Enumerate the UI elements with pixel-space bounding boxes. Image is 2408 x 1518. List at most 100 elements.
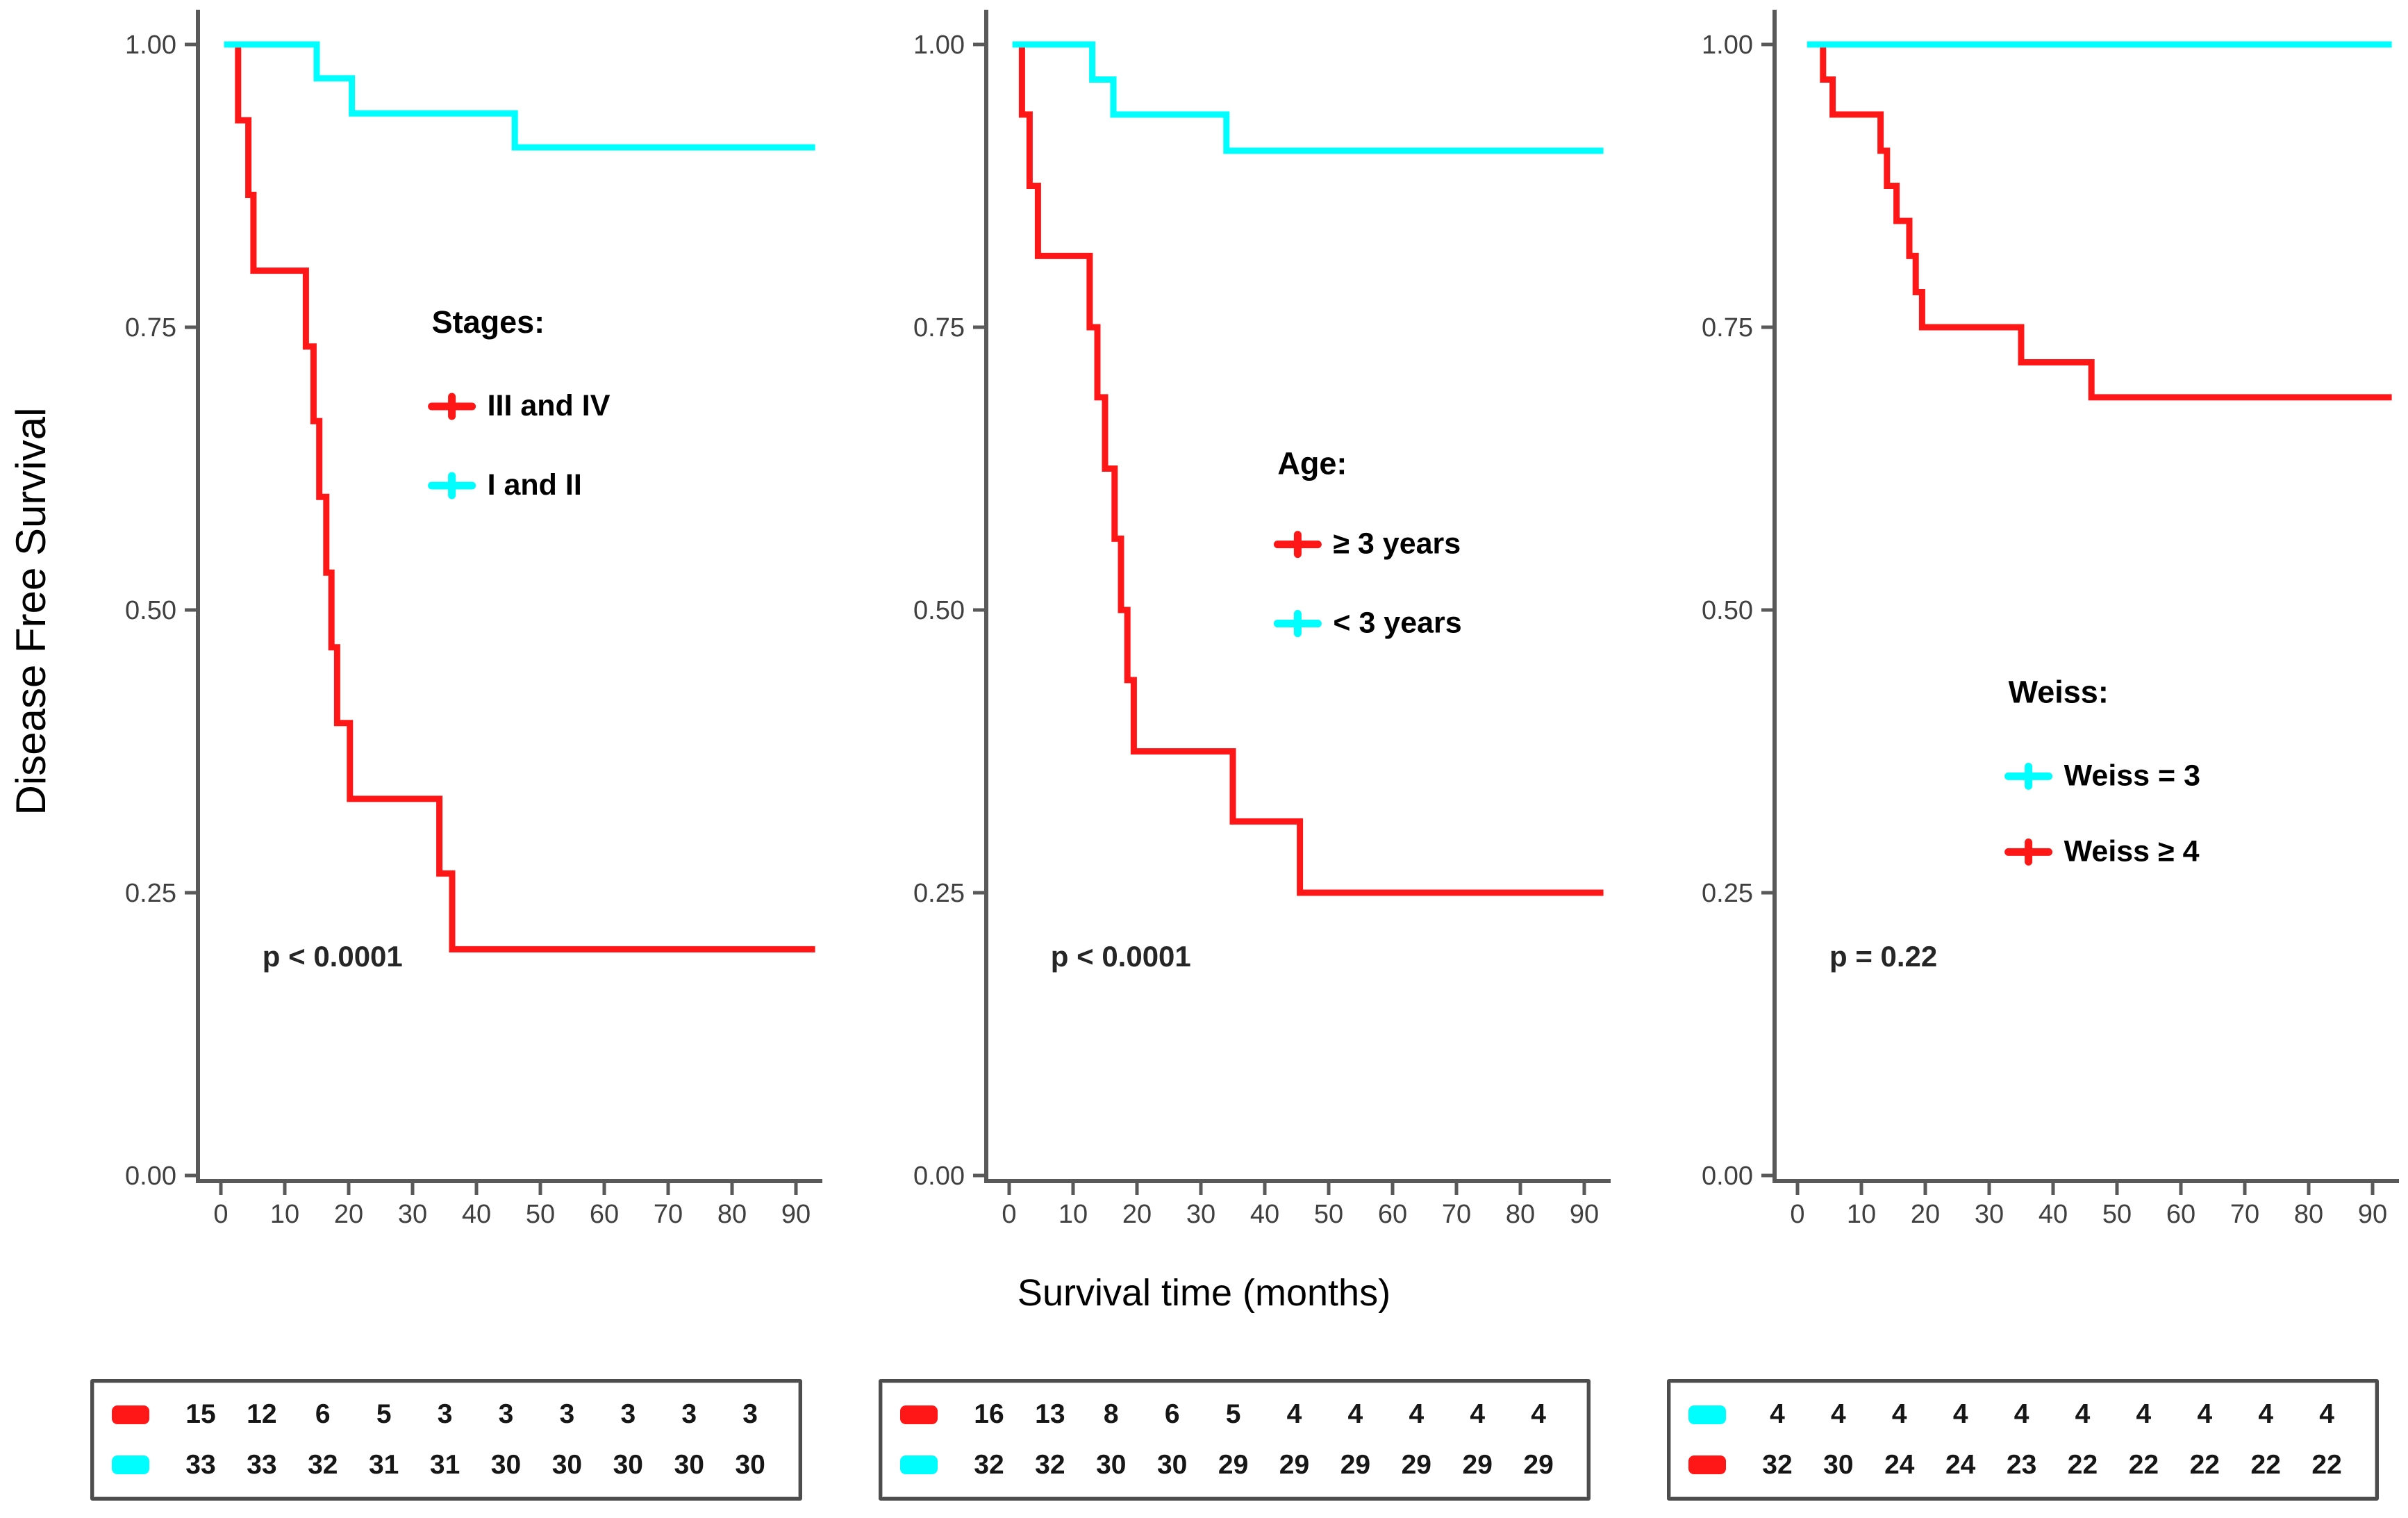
at-risk-count: 30 <box>490 1449 522 1480</box>
series-swatch-cyan <box>900 1455 938 1475</box>
km-panels-row: 1.00 0.75 0.50 0.25 0.00 0 10 20 30 40 50 60 70 80 90 S… <box>42 0 2407 1233</box>
at-risk-count: 4 <box>2258 1399 2274 1430</box>
at-risk-count: 24 <box>1884 1449 1915 1480</box>
risk-table-row: 16 13 8 6 5 4 4 4 4 4 <box>900 1399 1569 1430</box>
at-risk-count: 33 <box>247 1449 277 1480</box>
at-risk-count: 15 <box>185 1399 216 1430</box>
y-tick-label: 0.25 <box>125 879 176 908</box>
y-tick-label: 0.00 <box>1702 1162 1753 1191</box>
at-risk-count: 33 <box>185 1449 216 1480</box>
at-risk-count: 4 <box>2319 1399 2334 1430</box>
risk-table-row: 33 33 32 31 31 30 30 30 30 30 <box>112 1450 781 1480</box>
x-tick-label: 90 <box>1570 1200 1599 1229</box>
km-panel-stages: 1.00 0.75 0.50 0.25 0.00 0 10 20 30 40 50 60 70 80 90 S… <box>125 10 822 1229</box>
at-risk-count: 3 <box>620 1399 636 1430</box>
legend-title: Weiss: <box>2009 674 2109 709</box>
at-risk-count: 4 <box>2136 1399 2152 1430</box>
legend-censor-marker-red <box>1273 531 1322 559</box>
at-risk-count: 3 <box>559 1399 575 1430</box>
legend-censor-marker-red <box>428 393 476 420</box>
at-risk-count: 4 <box>1470 1399 1486 1430</box>
legend-item-label: III and IV <box>488 389 611 422</box>
x-tick-label: 40 <box>2039 1200 2068 1229</box>
at-risk-count: 4 <box>2197 1399 2213 1430</box>
risk-tables-row: 15 12 6 5 3 3 3 3 3 3 33 33 32 31 31 30 30 30 30 30 16 13 8 6 5… <box>42 1379 2407 1501</box>
at-risk-count: 30 <box>613 1449 643 1480</box>
x-tick-label: 20 <box>1911 1200 1940 1229</box>
risk-table-weiss: 4 4 4 4 4 4 4 4 4 4 32 30 24 24 23 22 22 22 22 22 <box>1667 1379 2379 1501</box>
at-risk-count: 3 <box>437 1399 453 1430</box>
at-risk-count: 29 <box>1279 1449 1310 1480</box>
at-risk-count: 3 <box>681 1399 697 1430</box>
at-risk-count: 32 <box>1035 1449 1065 1480</box>
y-tick-label: 1.00 <box>913 31 965 60</box>
x-tick-label: 70 <box>2230 1200 2259 1229</box>
y-tick-label: 0.25 <box>1702 879 1753 908</box>
at-risk-count: 5 <box>376 1399 392 1430</box>
legend-censor-marker-red <box>2004 838 2053 866</box>
at-risk-count: 4 <box>1891 1399 1907 1430</box>
x-tick-label: 50 <box>1314 1200 1343 1229</box>
x-tick-label: 10 <box>1847 1200 1876 1229</box>
x-tick-label: 50 <box>526 1200 555 1229</box>
x-tick-label: 0 <box>1002 1200 1016 1229</box>
x-tick-label: 60 <box>590 1200 619 1229</box>
at-risk-count: 29 <box>1340 1449 1371 1480</box>
x-tick-label: 0 <box>213 1200 228 1229</box>
at-risk-count: 4 <box>2013 1399 2029 1430</box>
at-risk-count: 22 <box>2311 1449 2342 1480</box>
at-risk-count: 29 <box>1523 1449 1554 1480</box>
risk-table-age: 16 13 8 6 5 4 4 4 4 4 32 32 30 30 29 29 29 29 29 29 <box>879 1379 1591 1501</box>
at-risk-count: 29 <box>1218 1449 1249 1480</box>
at-risk-count: 13 <box>1035 1399 1065 1430</box>
at-risk-count: 4 <box>1286 1399 1302 1430</box>
x-tick-label: 30 <box>398 1200 427 1229</box>
series-swatch-red <box>1688 1455 1726 1475</box>
risk-table-col-age: 16 13 8 6 5 4 4 4 4 4 32 32 30 30 29 29 29 29 29 29 <box>830 1379 1618 1501</box>
y-tick-label: 1.00 <box>1702 31 1753 60</box>
x-tick-label: 10 <box>1058 1200 1088 1229</box>
at-risk-count: 30 <box>551 1449 583 1480</box>
risk-table-row: 4 4 4 4 4 4 4 4 4 4 <box>1688 1399 2357 1430</box>
km-curve-cyan <box>1012 41 1604 154</box>
at-risk-count: 6 <box>315 1399 331 1430</box>
y-tick-label: 1.00 <box>125 31 176 60</box>
at-risk-count: 31 <box>429 1449 460 1480</box>
y-tick-label: 0.25 <box>913 879 965 908</box>
legend-title: Stages: <box>432 304 545 340</box>
risk-table-stages: 15 12 6 5 3 3 3 3 3 3 33 33 32 31 31 30 30 30 30 30 <box>90 1379 802 1501</box>
x-tick-label: 40 <box>1250 1200 1279 1229</box>
at-risk-count: 4 <box>1347 1399 1363 1430</box>
at-risk-count: 4 <box>1831 1399 1846 1430</box>
at-risk-count: 4 <box>1409 1399 1425 1430</box>
at-risk-count: 6 <box>1164 1399 1180 1430</box>
legend-item-label: I and II <box>488 468 582 502</box>
at-risk-count: 12 <box>247 1399 277 1430</box>
at-risk-count: 5 <box>1225 1399 1241 1430</box>
at-risk-count: 4 <box>1952 1399 1968 1430</box>
legend-censor-marker-cyan <box>2004 762 2053 790</box>
y-tick-label: 0.50 <box>125 596 176 625</box>
km-panel-age: 1.00 0.75 0.50 0.25 0.00 0 10 20 30 40 50 60 70 80 90 A… <box>913 10 1611 1229</box>
legend-item-label: < 3 years <box>1333 607 1461 640</box>
at-risk-count: 29 <box>1401 1449 1431 1480</box>
y-tick-label: 0.75 <box>1702 313 1753 343</box>
x-tick-label: 60 <box>1378 1200 1407 1229</box>
at-risk-count: 23 <box>2006 1449 2037 1480</box>
x-tick-label: 20 <box>334 1200 363 1229</box>
at-risk-count: 4 <box>2075 1399 2091 1430</box>
risk-table-row: 15 12 6 5 3 3 3 3 3 3 <box>112 1399 781 1430</box>
risk-table-col-stages: 15 12 6 5 3 3 3 3 3 3 33 33 32 31 31 30 30 30 30 30 <box>42 1379 830 1501</box>
legend-item-label: Weiss ≥ 4 <box>2064 834 2200 868</box>
km-curve-cyan <box>224 41 815 151</box>
at-risk-count: 22 <box>2250 1449 2281 1480</box>
at-risk-count: 22 <box>2189 1449 2220 1480</box>
at-risk-count: 4 <box>1531 1399 1546 1430</box>
at-risk-count: 30 <box>735 1449 765 1480</box>
at-risk-count: 32 <box>1762 1449 1793 1480</box>
km-curve-red <box>1018 41 1604 896</box>
at-risk-count: 31 <box>368 1449 399 1480</box>
x-tick-label: 90 <box>2358 1200 2387 1229</box>
km-panel-weiss: 1.00 0.75 0.50 0.25 0.00 0 10 20 30 40 50 60 70 80 90 W… <box>1702 10 2399 1229</box>
